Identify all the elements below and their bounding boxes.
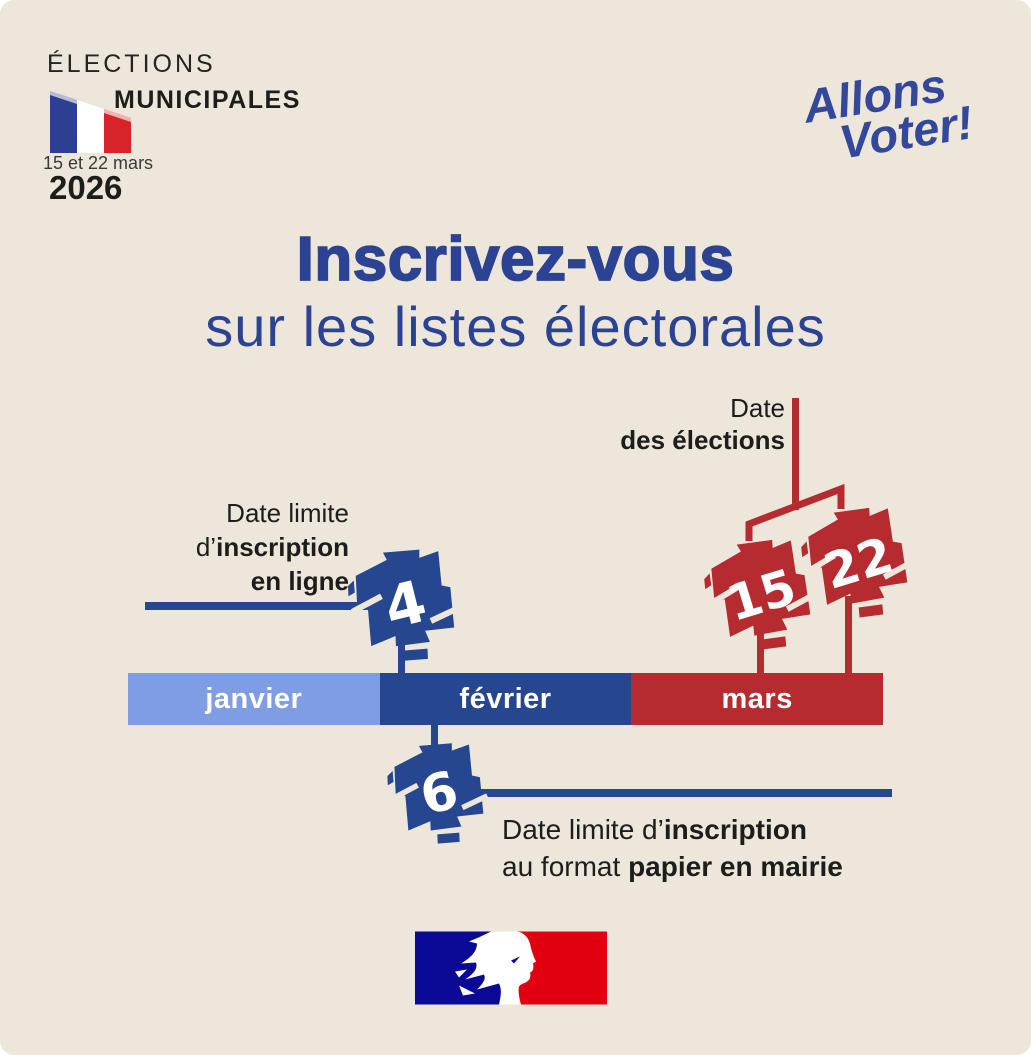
marianne-french-republic-logo: [415, 931, 607, 1005]
page-title-line2: sur les listes électorales: [205, 295, 826, 358]
paper-deadline-day-badge: 6: [379, 729, 496, 855]
badge6-stem: [431, 723, 438, 751]
month-label-fevrier: février: [459, 682, 552, 715]
election-dates-label-line2: des élections: [620, 425, 785, 455]
badge15-stem: [757, 626, 764, 676]
month-label-mars: mars: [721, 682, 793, 715]
timeline-segment-mars: mars: [631, 673, 884, 725]
header-kicker-elections: ÉLECTIONS: [47, 50, 216, 78]
timeline-segment-janvier: janvier: [128, 673, 380, 725]
election-dates-label: Date des élections: [565, 392, 785, 456]
online-deadline-connector-line: [145, 602, 385, 610]
badge22-stem: [845, 596, 852, 676]
header-election-dates: 15 et 22 mars: [43, 153, 154, 173]
paper-deadline-label: Date limite d’inscription au format papi…: [502, 811, 843, 885]
month-label-janvier: janvier: [205, 682, 303, 715]
timeline-bar: janvier février mars: [128, 673, 884, 725]
election-dates-bracket: [745, 483, 845, 541]
election-dates-label-line1: Date: [730, 393, 785, 423]
online-deadline-label-line2: d’inscription: [195, 532, 349, 562]
election-dates-vertical-line: [792, 398, 799, 510]
first-round-day-badge: 15: [694, 524, 825, 664]
header-election-year: 2026: [49, 169, 123, 206]
online-deadline-label-line3: en ligne: [250, 566, 349, 596]
badge4-stem: [398, 644, 405, 676]
timeline-segment-fevrier: février: [379, 673, 632, 725]
paper-deadline-label-line2: au format papier en mairie: [502, 851, 843, 882]
paper-deadline-label-line1: Date limite d’inscription: [502, 814, 807, 845]
allons-voter-logo: Allons Voter!: [800, 58, 977, 171]
page-title-line1: Inscrivez-vous: [296, 224, 735, 295]
online-deadline-label-line1: Date limite: [226, 498, 349, 528]
online-deadline-day-badge: 4: [339, 534, 468, 674]
paper-deadline-connector-line: [460, 789, 892, 797]
header-kicker-municipales: MUNICIPALES: [114, 86, 301, 114]
second-round-day-badge: 22: [791, 492, 922, 632]
online-deadline-label: Date limite d’inscription en ligne: [135, 496, 349, 598]
french-flag-icon: [50, 91, 131, 153]
